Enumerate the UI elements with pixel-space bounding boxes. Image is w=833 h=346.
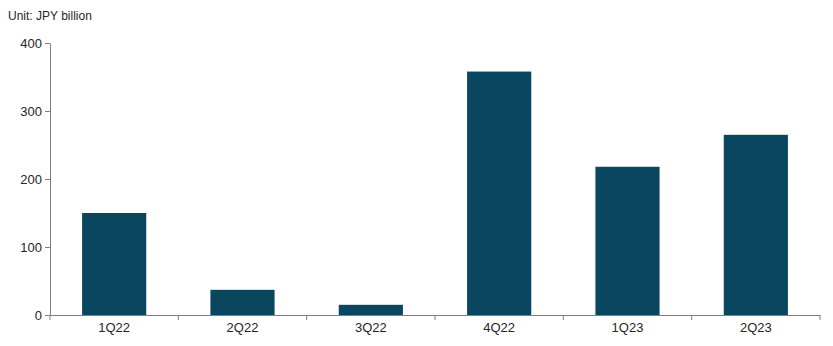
category-separator	[178, 315, 179, 320]
y-tick-mark	[45, 43, 50, 44]
y-tick-label: 300	[20, 104, 42, 119]
category-separator	[306, 315, 307, 320]
plot-area: 0 100 200 300 400 1Q22 2Q22 3Q22 4Q22 1Q23 2Q23	[20, 36, 820, 336]
y-tick-label: 200	[20, 172, 42, 187]
x-tick-label: 3Q22	[355, 320, 387, 335]
x-tick-label: 2Q23	[740, 320, 772, 335]
category-separator	[563, 315, 564, 320]
y-tick: 300	[20, 104, 50, 119]
y-tick: 0	[35, 308, 50, 323]
bars	[82, 72, 788, 315]
bar	[82, 213, 146, 315]
bar	[210, 290, 274, 315]
bar	[724, 135, 788, 315]
x-tick: 2Q23	[740, 315, 772, 335]
unit-label: Unit: JPY billion	[8, 9, 92, 23]
y-axis-line	[50, 44, 51, 316]
y-tick-label: 400	[20, 36, 42, 51]
x-tick: 1Q22	[98, 315, 130, 335]
x-tick: 2Q22	[227, 315, 259, 335]
bar	[339, 305, 403, 315]
category-separator	[820, 315, 821, 320]
y-tick-mark	[45, 247, 50, 248]
category-separator	[435, 315, 436, 320]
y-axis: 0 100 200 300 400	[20, 36, 50, 323]
x-tick-label: 1Q22	[98, 320, 130, 335]
category-separator	[691, 315, 692, 320]
x-tick-label: 1Q23	[612, 320, 644, 335]
x-tick-label: 4Q22	[483, 320, 515, 335]
y-tick-mark	[45, 315, 50, 316]
chart: 0 100 200 300 400 1Q22 2Q22 3Q22 4Q22 1Q23 2Q23 Uni…	[0, 0, 833, 346]
x-tick: 4Q22	[483, 315, 515, 335]
bar	[467, 72, 531, 315]
y-tick-mark	[45, 111, 50, 112]
x-axis: 1Q22 2Q22 3Q22 4Q22 1Q23 2Q23	[50, 315, 821, 335]
x-tick-label: 2Q22	[227, 320, 259, 335]
category-separator	[50, 315, 51, 320]
x-tick: 1Q23	[612, 315, 644, 335]
x-tick: 3Q22	[355, 315, 387, 335]
y-tick: 200	[20, 172, 50, 187]
y-tick-mark	[45, 179, 50, 180]
y-tick-label: 100	[20, 240, 42, 255]
y-tick: 100	[20, 240, 50, 255]
category-separators	[50, 315, 820, 320]
bar	[595, 167, 659, 315]
y-tick-label: 0	[35, 308, 42, 323]
y-tick: 400	[20, 36, 50, 51]
